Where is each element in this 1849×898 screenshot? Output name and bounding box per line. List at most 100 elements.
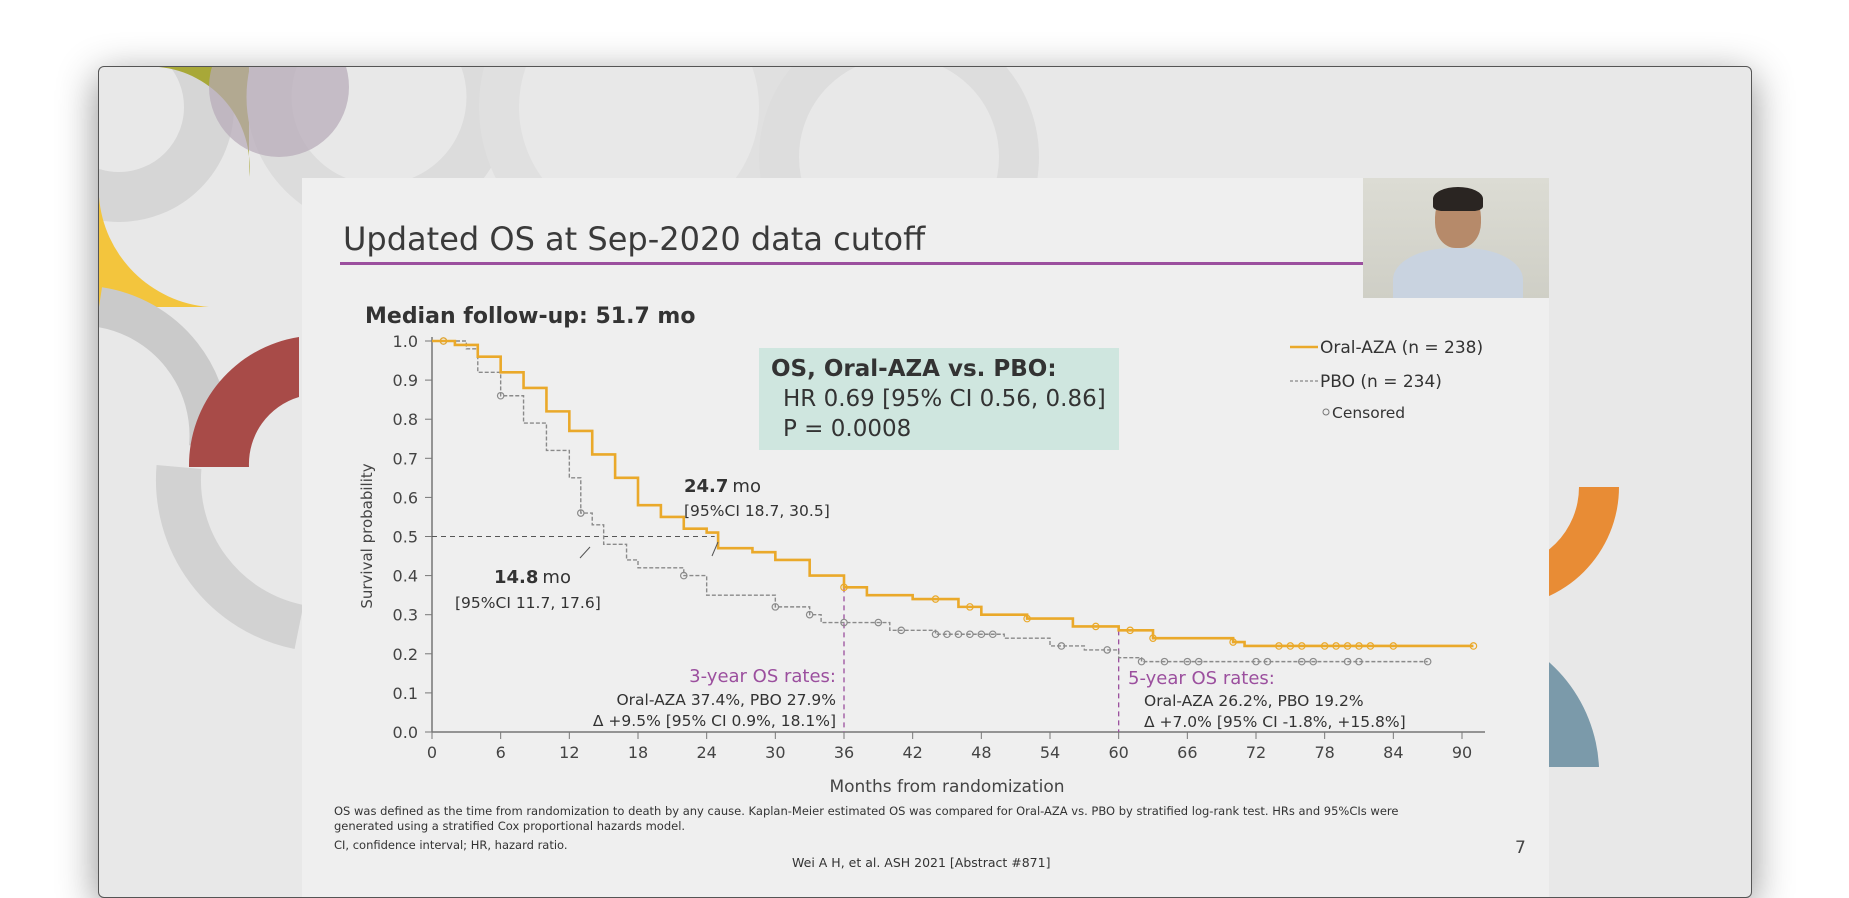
oral-aza-censored-marker — [439, 337, 448, 345]
stats-heading: OS, Oral-AZA vs. PBO: — [771, 356, 1057, 382]
pbo-censored-marker — [1423, 657, 1432, 666]
footnote-abbreviations: CI, confidence interval; HR, hazard rati… — [334, 838, 568, 852]
legend-pbo-label: PBO (n = 234) — [1320, 372, 1442, 392]
y-tick-label: 0.8 — [393, 410, 418, 429]
oral-aza-censored-marker — [1286, 642, 1295, 650]
pbo-censored-marker — [679, 571, 688, 580]
legend-aza-label: Oral-AZA (n = 238) — [1320, 338, 1483, 358]
pbo-censored-marker — [897, 626, 906, 635]
legend-censored-label: Censored — [1332, 404, 1405, 422]
page-number: 7 — [1515, 838, 1526, 858]
hazard-ratio-box: OS, Oral-AZA vs. PBO: HR 0.69 [95% CI 0.… — [759, 348, 1119, 450]
x-tick-label: 54 — [1040, 743, 1060, 762]
pbo-median-unit: mo — [542, 567, 571, 588]
pbo-censored-marker — [1194, 657, 1203, 666]
pbo-censored-marker — [977, 630, 986, 639]
hazard-ratio: HR 0.69 [95% CI 0.56, 0.86] — [783, 386, 1106, 412]
aza-median-unit: mo — [732, 476, 761, 497]
pbo-censored-marker — [1343, 657, 1352, 666]
y-tick-label: 0.0 — [393, 723, 418, 742]
oral-aza-censored-marker — [1126, 626, 1134, 635]
pbo-censored-marker — [1309, 657, 1318, 666]
oral-aza-censored-marker — [966, 603, 974, 611]
footnote-method: generated using a stratified Cox proport… — [334, 819, 686, 833]
x-tick-label: 36 — [834, 743, 854, 762]
oral-aza-censored-marker — [1469, 642, 1478, 650]
legend-censored-marker — [1322, 408, 1330, 416]
year5-title: 5-year OS rates: — [1128, 668, 1275, 689]
year3-rates: Oral-AZA 37.4%, PBO 27.9% — [616, 691, 836, 709]
x-tick-label: 12 — [559, 743, 579, 762]
pbo-censored-marker — [1057, 642, 1066, 650]
pbo-censored-marker — [805, 610, 814, 619]
y-tick-label: 0.2 — [393, 645, 418, 664]
y-tick-label: 0.4 — [393, 567, 418, 586]
oral-aza-censored-marker — [931, 595, 940, 603]
pbo-censored-marker — [771, 603, 780, 611]
oral-aza-censored-marker — [1275, 642, 1283, 650]
y-tick-label: 0.6 — [393, 488, 418, 507]
y-tick-label: 0.3 — [393, 606, 418, 625]
y-axis-label: Survival probability — [358, 463, 376, 608]
y-tick-label: 0.9 — [393, 371, 418, 390]
x-tick-label: 78 — [1314, 743, 1334, 762]
pbo-censored-marker — [943, 630, 951, 639]
pbo-censored-marker — [874, 618, 883, 627]
pbo-censored-marker — [988, 630, 997, 639]
year5-rates: Oral-AZA 26.2%, PBO 19.2% — [1144, 692, 1364, 710]
x-tick-label: 66 — [1177, 743, 1197, 762]
pbo-censored-marker — [954, 630, 963, 639]
x-tick-label: 72 — [1246, 743, 1266, 762]
citation: Wei A H, et al. ASH 2021 [Abstract #871] — [792, 855, 1051, 870]
pbo-censored-marker — [1252, 657, 1260, 666]
oral-aza-censored-marker — [1023, 614, 1031, 623]
footnote-definition: OS was defined as the time from randomiz… — [334, 804, 1399, 818]
x-tick-label: 48 — [971, 743, 991, 762]
aza-median-ci: [95%CI 18.7, 30.5] — [684, 502, 830, 520]
oral-aza-censored-marker — [1229, 638, 1237, 646]
y-tick-label: 0.1 — [393, 684, 418, 703]
pbo-censored-marker — [1160, 657, 1169, 666]
oral-aza-censored-marker — [1366, 642, 1375, 650]
y-tick-label: 1.0 — [393, 332, 418, 351]
pbo-censored-marker — [1137, 657, 1146, 666]
oral-aza-censored-marker — [1389, 642, 1398, 650]
oral-aza-censored-marker — [1297, 642, 1306, 650]
year5-delta: Δ +7.0% [95% CI -1.8%, +15.8%] — [1144, 713, 1406, 731]
presenter-hair — [1433, 187, 1483, 211]
pbo-median-value: 14.8 mo — [494, 567, 571, 588]
pbo-censored-marker — [840, 618, 848, 627]
x-tick-label: 24 — [696, 743, 716, 762]
km-chart: 0 6 12 18 24 30 36 42 48 54 60 66 72 78 84 90 0.0 0.1 0.2 0… — [358, 332, 1485, 797]
oral-aza-censored-marker — [1149, 634, 1157, 642]
oral-aza-curve — [432, 339, 1474, 648]
oral-aza-censored-marker — [1091, 622, 1100, 631]
pbo-censored-marker — [1263, 657, 1272, 666]
y-tick-label: 0.5 — [393, 528, 418, 547]
slide-title: Updated OS at Sep-2020 data cutoff — [343, 220, 926, 258]
pbo-censored-marker — [576, 509, 585, 517]
x-tick-label: 30 — [765, 743, 785, 762]
oral-aza-censored-marker — [840, 583, 848, 592]
pbo-censored-marker — [1355, 657, 1363, 666]
x-axis-label: Months from randomization — [829, 777, 1064, 797]
pbo-censored-marker — [1183, 657, 1192, 666]
presenter-video — [1363, 178, 1549, 298]
aza-median-value: 24.7 mo — [684, 476, 761, 497]
pbo-median-ci: [95%CI 11.7, 17.6] — [455, 594, 601, 612]
oral-aza-censored-marker — [1343, 642, 1352, 650]
pbo-curve — [432, 340, 1428, 663]
pbo-median-number: 14.8 — [494, 567, 538, 588]
year3-delta: Δ +9.5% [95% CI 0.9%, 18.1%] — [593, 712, 836, 730]
oral-aza-censored-marker — [1332, 642, 1340, 650]
pbo-median-pointer — [579, 546, 591, 559]
presenter-body — [1393, 248, 1523, 298]
pbo-censored-marker — [1297, 657, 1306, 666]
slide: Updated OS at Sep-2020 data cutoff Media… — [302, 178, 1549, 897]
title-divider — [340, 262, 1400, 265]
x-tick-label: 42 — [902, 743, 922, 762]
x-tick-label: 90 — [1452, 743, 1472, 762]
x-tick-label: 6 — [496, 743, 506, 762]
p-value: P = 0.0008 — [783, 416, 912, 442]
pbo-censored-marker — [966, 630, 974, 639]
